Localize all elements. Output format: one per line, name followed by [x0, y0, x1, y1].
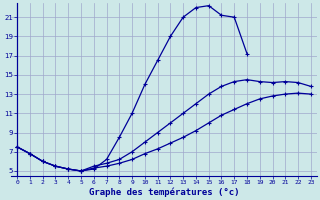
X-axis label: Graphe des températures (°c): Graphe des températures (°c)	[89, 188, 239, 197]
